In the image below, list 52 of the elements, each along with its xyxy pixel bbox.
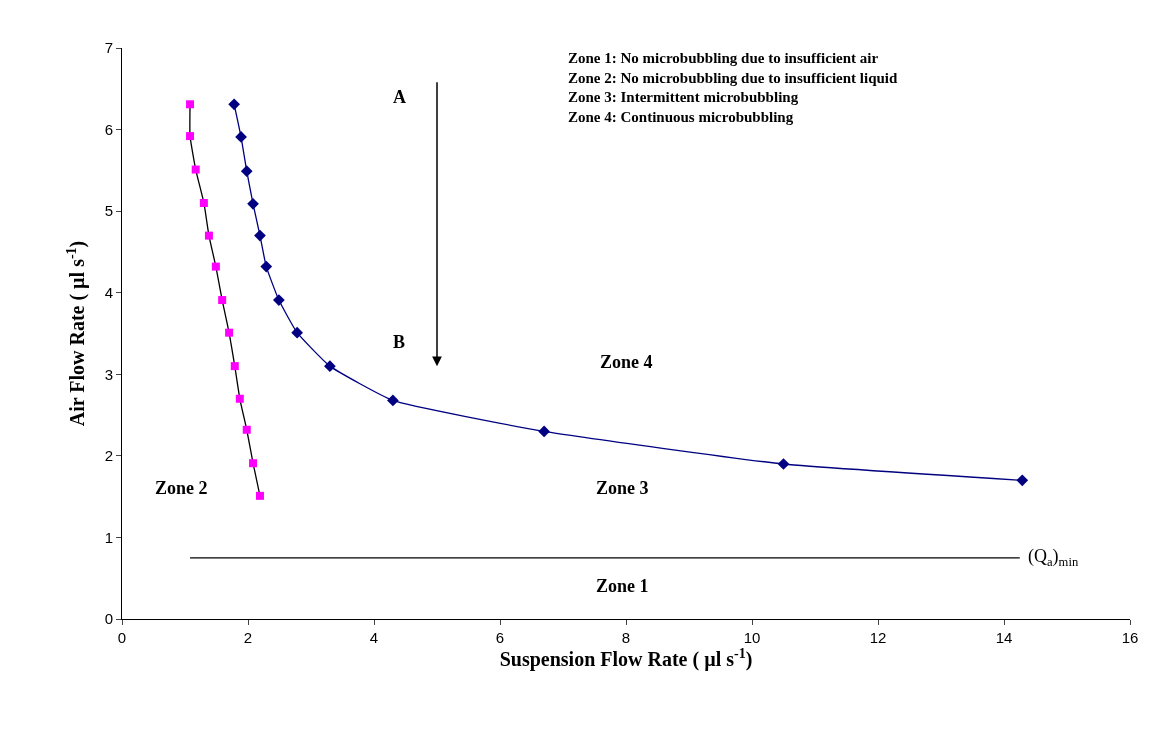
point: [777, 458, 790, 470]
point: [199, 198, 208, 207]
y-tick-label: 4: [104, 283, 113, 301]
point: [218, 296, 227, 305]
y-tick-label: 0: [104, 610, 113, 628]
x-tick-label: 12: [869, 629, 887, 646]
point: [230, 362, 239, 371]
annotation: A: [393, 87, 406, 107]
point: [228, 98, 240, 111]
y-tick-label: 7: [104, 39, 113, 57]
y-tick-label: 1: [104, 528, 113, 546]
x-tick-label: 14: [995, 629, 1013, 646]
annotation: Zone 2: [155, 478, 208, 498]
x-tick-label: 2: [243, 629, 253, 646]
y-tick-label: 6: [104, 120, 113, 138]
y-tick-label: 2: [104, 447, 113, 465]
point: [240, 165, 253, 178]
annotation: Zone 4: [600, 352, 653, 372]
point: [242, 425, 251, 434]
annotation: Zone 1: No microbubbling due to insufficient air Zone 2: No microbubbling due to insufficient liquid Zone 3: Intermittent microbubbling Zone 4: Continuous microbubbling: [568, 50, 899, 125]
y-tick-label: 3: [104, 365, 113, 383]
x-tick-label: 16: [1121, 629, 1139, 646]
point: [254, 229, 266, 242]
point: [235, 131, 247, 143]
point: [204, 231, 213, 240]
x-axis-title: Suspension Flow Rate ( µl s$^{-1}$): [499, 646, 753, 672]
point: [247, 197, 259, 210]
point: [1016, 474, 1029, 487]
annotation: Zone 3: [596, 478, 649, 498]
point: [324, 360, 336, 372]
point: [225, 328, 234, 337]
x-tick-label: 6: [495, 629, 505, 646]
y-tick-label: 5: [104, 202, 113, 220]
annotation: Zone 1: [596, 576, 649, 596]
point: [249, 459, 258, 468]
point: [273, 294, 285, 306]
point: [235, 394, 244, 403]
point: [186, 100, 195, 109]
point: [191, 165, 200, 174]
annotation: B: [393, 332, 406, 352]
point: [387, 394, 399, 407]
point: [538, 425, 550, 438]
point: [186, 132, 195, 141]
x-tick-label: 4: [369, 629, 379, 646]
point: [211, 262, 220, 271]
point: [255, 491, 264, 500]
x-tick-label: 10: [743, 629, 761, 646]
x-tick-label: 0: [117, 629, 127, 646]
point: [260, 260, 273, 273]
annotation: (Q$_{a}$)$_{min}$: [1028, 546, 1079, 569]
x-tick-label: 8: [621, 629, 631, 646]
point: [291, 326, 303, 339]
